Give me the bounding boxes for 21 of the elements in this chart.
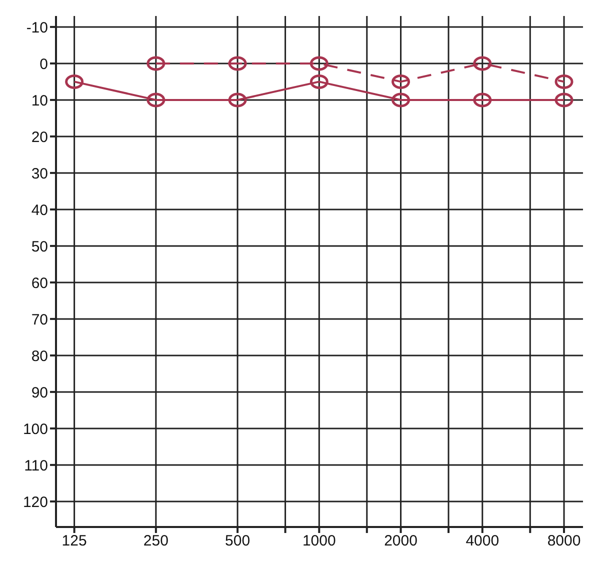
y-tick-label: 30 — [31, 165, 48, 182]
x-tick-label: 8000 — [547, 532, 581, 550]
y-tick-label: 0 — [40, 56, 48, 73]
y-tick-label: 110 — [24, 457, 48, 474]
y-tick-label: 70 — [31, 311, 48, 328]
x-tick-label: 2000 — [384, 532, 418, 550]
y-tick-label: 90 — [31, 384, 48, 402]
y-tick-label: -10 — [26, 19, 48, 36]
x-tick-label: 4000 — [466, 532, 500, 550]
x-tick-label: 125 — [62, 532, 87, 550]
y-tick-label: 60 — [31, 274, 48, 292]
x-tick-label: 500 — [225, 532, 250, 550]
y-tick-label: 100 — [22, 420, 48, 438]
y-tick-label: 50 — [31, 238, 48, 256]
y-tick-label: 80 — [31, 348, 48, 365]
x-tick-label: 1000 — [302, 532, 336, 550]
y-tick-label: 40 — [31, 202, 48, 219]
y-tick-label: 120 — [22, 494, 48, 511]
x-tick-label: 250 — [143, 532, 168, 550]
y-tick-label: 10 — [31, 92, 48, 110]
y-tick-label: 20 — [31, 128, 48, 146]
